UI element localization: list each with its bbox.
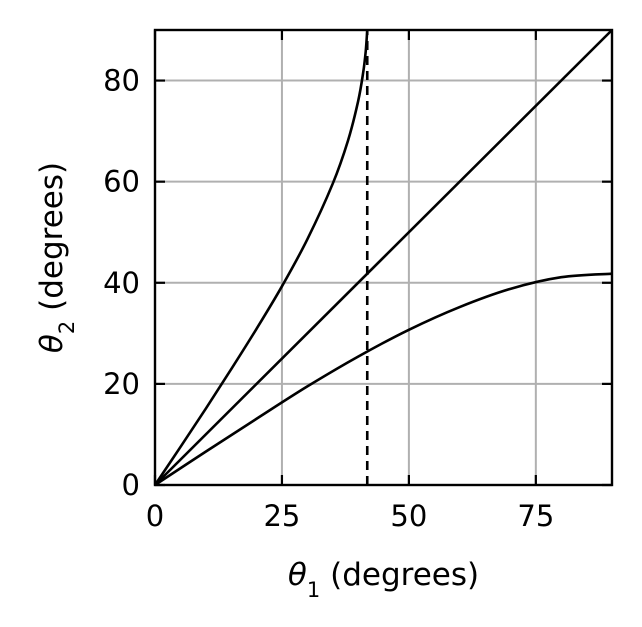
y-tick-label: 80 bbox=[103, 64, 140, 98]
series-line-1 bbox=[153, 29, 369, 486]
plot-frame bbox=[153, 28, 614, 487]
y-axis-symbol: θ bbox=[34, 334, 70, 353]
y-axis-unit: (degrees) bbox=[34, 162, 70, 321]
y-tick-label: 60 bbox=[103, 165, 140, 199]
x-axis-symbol: θ bbox=[288, 557, 307, 593]
x-tick-label: 0 bbox=[146, 499, 164, 533]
label-layer: 0 25 50 75 0 20 40 60 80 bbox=[103, 64, 554, 533]
y-axis-subscript: 2 bbox=[55, 321, 79, 334]
x-axis-subscript: 1 bbox=[307, 578, 320, 602]
y-tick-label: 0 bbox=[122, 468, 140, 502]
y-axis-title: θ2 (degrees) bbox=[34, 162, 79, 353]
x-tick-label: 75 bbox=[517, 499, 554, 533]
x-tick-label: 50 bbox=[390, 499, 427, 533]
series-line-3 bbox=[154, 272, 613, 487]
x-tick-label: 25 bbox=[263, 499, 300, 533]
y-tick-label: 40 bbox=[103, 266, 140, 300]
series-layer bbox=[153, 29, 613, 487]
x-axis-title: θ1 (degrees) bbox=[288, 557, 479, 602]
x-axis-unit: (degrees) bbox=[320, 557, 479, 593]
y-tick-label: 20 bbox=[103, 367, 140, 401]
series-line-2 bbox=[154, 29, 613, 486]
